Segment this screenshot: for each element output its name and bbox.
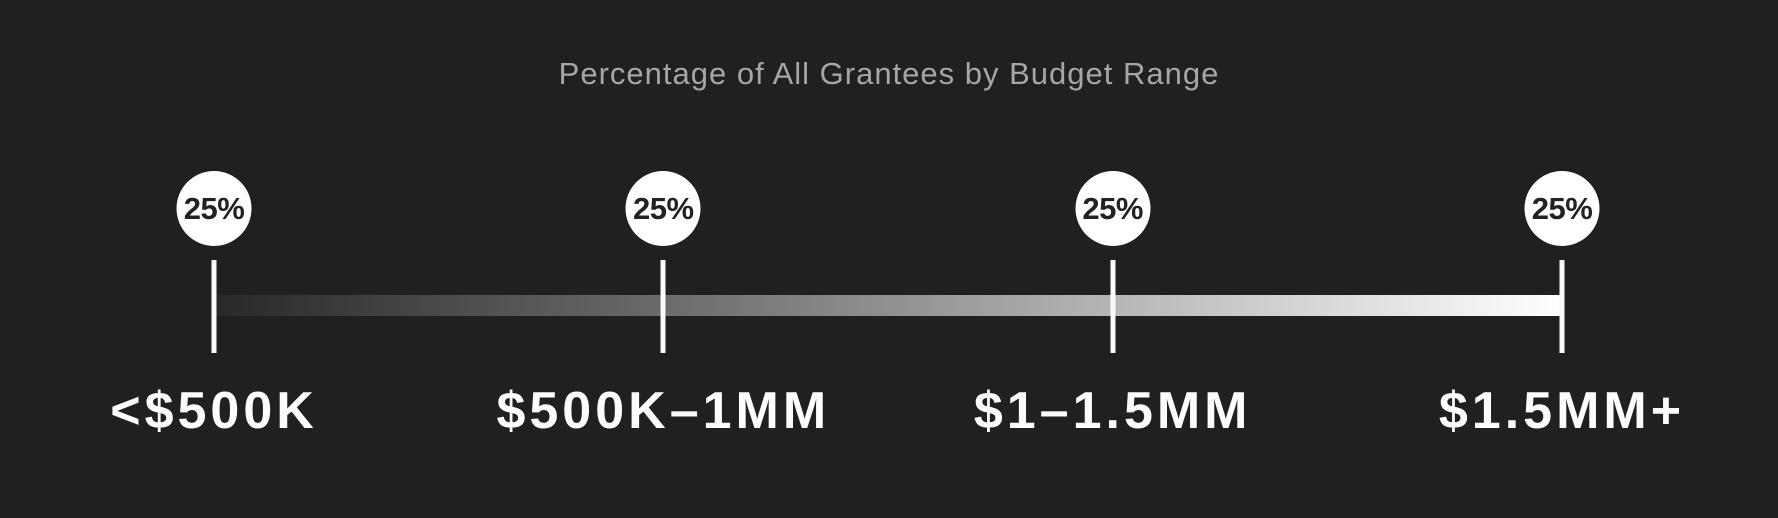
percentage-badge: 25% (176, 171, 252, 246)
category-label: $1–1.5MM (973, 382, 1252, 440)
percentage-value: 25% (1531, 190, 1593, 226)
tick-mark (660, 260, 666, 353)
category-label: <$500K (110, 382, 318, 440)
percentage-badge: 25% (1075, 171, 1151, 246)
chart-title: Percentage of All Grantees by Budget Ran… (558, 56, 1220, 91)
tick-mark (211, 260, 217, 353)
category-label: $500K–1MM (496, 382, 831, 440)
percentage-badge: 25% (625, 171, 701, 246)
axis-gradient-bar (214, 295, 1562, 316)
percentage-value: 25% (1082, 190, 1143, 226)
tick-mark (1110, 260, 1116, 353)
category-label: $1.5MM+ (1438, 382, 1686, 440)
percentage-badge: 25% (1524, 171, 1600, 246)
percentage-value: 25% (633, 190, 694, 226)
tick-mark (1559, 260, 1565, 353)
percentage-value: 25% (183, 190, 245, 226)
